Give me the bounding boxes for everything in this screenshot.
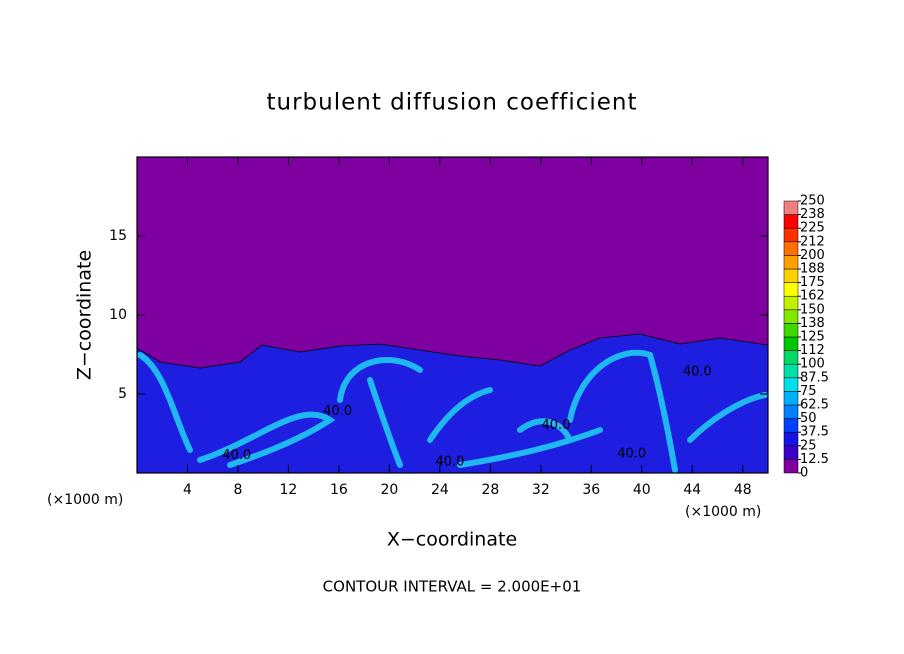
- colorbar-box: [783, 309, 799, 324]
- colorbar-label: 50: [800, 411, 817, 426]
- y-axis-label: Z−coordinate: [74, 250, 96, 380]
- colorbar-label: 75: [800, 384, 817, 399]
- colorbar-label: 200: [800, 248, 825, 263]
- colorbar-box: [783, 295, 799, 311]
- colorbar-box: [783, 431, 799, 447]
- x-tick-label: 20: [380, 482, 398, 498]
- colorbar-label: 62.5: [800, 398, 829, 413]
- x-tick-label: 24: [431, 482, 449, 498]
- colorbar-label: 100: [800, 357, 825, 372]
- colorbar-box: [783, 241, 799, 256]
- contour-label: 40.0: [542, 418, 571, 433]
- x-unit-left: (×1000 m): [47, 492, 123, 508]
- colorbar-label: 150: [800, 302, 825, 317]
- contour-label: 40.0: [222, 448, 251, 463]
- colorbar-label: 250: [800, 194, 825, 209]
- y-tick-label: 5: [118, 386, 127, 402]
- contour-label: 40.0: [435, 454, 464, 469]
- colorbar-box: [783, 336, 799, 351]
- colorbar-box: [783, 391, 799, 406]
- colorbar-label: 188: [800, 262, 825, 277]
- colorbar-label: 175: [800, 275, 825, 290]
- y-tick-label: 15: [109, 228, 127, 244]
- field-swirls: [137, 349, 768, 473]
- colorbar-box: [783, 282, 799, 297]
- colorbar-label: 212: [800, 234, 825, 249]
- x-tick-label: 4: [183, 482, 192, 498]
- colorbar-box: [783, 227, 799, 243]
- colorbar-box: [783, 377, 799, 392]
- contour-label: 40.0: [323, 404, 352, 419]
- colorbar-label: 87.5: [800, 370, 829, 385]
- colorbar-label: 162: [800, 289, 825, 304]
- chart-title: turbulent diffusion coefficient: [266, 90, 637, 116]
- colorbar-box: [783, 418, 799, 433]
- x-tick-label: 16: [330, 482, 348, 498]
- x-axis-label: X−coordinate: [387, 529, 517, 551]
- colorbar-box: [783, 268, 799, 283]
- colorbar-label: 37.5: [800, 425, 829, 440]
- colorbar-label: 112: [800, 343, 825, 358]
- x-tick-label: 44: [683, 482, 701, 498]
- y-tick-label: 10: [109, 307, 127, 323]
- x-tick-label: 48: [734, 482, 752, 498]
- colorbar-label: 12.5: [800, 452, 829, 467]
- colorbar-label: 238: [800, 207, 825, 222]
- x-tick-label: 40: [633, 482, 651, 498]
- colorbar-box: [783, 350, 799, 365]
- colorbar-label: 138: [800, 316, 825, 331]
- colorbar-box: [783, 459, 799, 474]
- x-tick-label: 36: [582, 482, 600, 498]
- colorbar-box: [783, 323, 799, 338]
- field: [136, 157, 769, 474]
- colorbar-box: [783, 255, 799, 270]
- colorbar-box: [783, 200, 799, 215]
- contour-label: 40.0: [683, 364, 712, 379]
- x-tick-label: 12: [280, 482, 298, 498]
- x-tick-label: 8: [233, 482, 242, 498]
- colorbar-box: [783, 363, 799, 379]
- colorbar-label: 225: [800, 221, 825, 236]
- colorbar-label: 25: [800, 438, 817, 453]
- colorbar-box: [783, 404, 799, 419]
- colorbar-box: [783, 214, 799, 229]
- colorbar-label: 0: [800, 466, 808, 481]
- contour-label: 40.0: [617, 447, 646, 462]
- colorbar-box: [783, 445, 799, 460]
- x-unit-right: (×1000 m): [685, 504, 761, 520]
- footer: CONTOUR INTERVAL = 2.000E+01: [323, 578, 582, 596]
- x-tick-label: 28: [481, 482, 499, 498]
- x-tick-label: 32: [532, 482, 550, 498]
- colorbar-label: 125: [800, 330, 825, 345]
